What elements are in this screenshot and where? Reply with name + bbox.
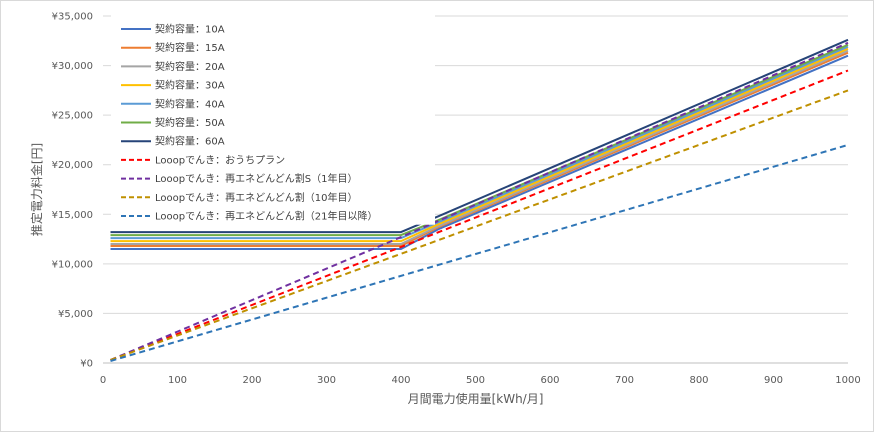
series-line-8 (110, 69, 849, 361)
x-tick-label: 700 (615, 375, 634, 386)
legend-label: 契約容量：10A (155, 23, 225, 36)
axes: ¥0 ¥5,000 ¥10,000 ¥15,000 ¥20,000 ¥25,000 ¥30,… (52, 12, 861, 387)
x-tick-label: 800 (689, 375, 708, 386)
legend-label: Looopでんき：再エネどんどん割S（1年目） (155, 172, 358, 185)
legend-label: 契約容量：20A (155, 60, 225, 73)
legend-label: Looopでんき：おうちプラン (155, 154, 285, 166)
legend-background (111, 15, 435, 225)
legend-label: Looopでんき：再エネどんどん割（10年目） (155, 191, 358, 204)
legend: 契約容量：10A 契約容量：15A 契約容量：20A 契約容量：30A 契約容量：40A… (111, 15, 435, 225)
series-line-11 (110, 143, 849, 362)
legend-label: 契約容量：30A (155, 79, 225, 92)
series-line-10 (110, 89, 849, 361)
legend-label: 契約容量：40A (155, 97, 225, 110)
y-tick-label: ¥15,000 (52, 210, 93, 221)
y-tick-label: ¥35,000 (52, 12, 93, 23)
legend-label: 契約容量：15A (155, 41, 225, 54)
x-tick-label: 400 (391, 375, 410, 386)
y-tick-label: ¥0 (80, 359, 93, 370)
series-line-2 (110, 51, 849, 247)
x-axis-title: 月間電力使用量[kWh/月] (408, 391, 544, 406)
y-tick-label: ¥25,000 (52, 111, 93, 122)
series-line-9 (110, 41, 849, 361)
y-tick-label: ¥10,000 (52, 259, 93, 270)
x-tick-label: 100 (168, 375, 187, 386)
x-tick-label: 200 (242, 375, 261, 386)
series-line-4 (110, 47, 849, 243)
y-tick-label: ¥30,000 (52, 61, 93, 72)
legend-label: 契約容量：60A (155, 135, 225, 148)
x-tick-label: 1000 (835, 375, 860, 386)
y-tick-label: ¥5,000 (58, 309, 93, 320)
series-line-3 (110, 49, 849, 245)
series-line-5 (110, 45, 849, 240)
y-tick-label: ¥20,000 (52, 160, 93, 171)
x-tick-label: 900 (764, 375, 783, 386)
x-tick-label: 300 (317, 375, 336, 386)
x-tick-label: 600 (540, 375, 559, 386)
y-axis-title: 推定電力料金[円] (29, 143, 44, 236)
legend-label: 契約容量：50A (155, 116, 225, 129)
x-tick-label: 500 (466, 375, 485, 386)
x-tick-label: 0 (100, 375, 106, 386)
series-line-6 (110, 43, 849, 237)
legend-label: Looopでんき：再エネどんどん割（21年目以降） (155, 210, 378, 223)
